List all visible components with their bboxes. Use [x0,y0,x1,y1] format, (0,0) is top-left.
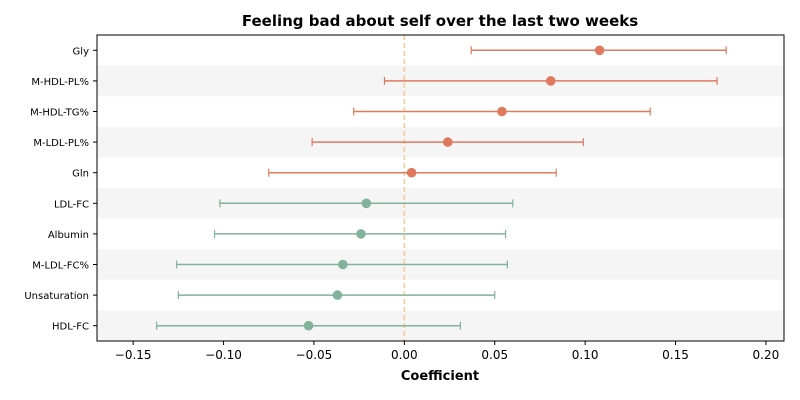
data-point [594,45,605,56]
x-tick-label: −0.05 [296,348,333,362]
y-tick-label: M-LDL-FC% [32,261,89,272]
data-point [497,106,507,117]
y-tick-label: M-HDL-TG% [30,108,89,119]
y-tick-label: M-LDL-PL% [33,138,89,149]
data-point [406,167,417,178]
x-tick-label: 0.20 [753,348,780,362]
x-tick-label: 0.15 [662,348,689,362]
data-point [332,290,343,300]
x-axis-label: Coefficient [401,369,479,384]
y-tick-label: HDL-FC [52,322,89,333]
data-point [356,229,366,239]
y-tick-label: M-HDL-PL% [31,77,89,88]
x-tick-label: −0.15 [115,348,152,362]
x-tick-label: 0.05 [481,348,508,362]
y-tick-label: Gly [73,46,90,57]
chart-title: Feeling bad about self over the last two… [242,12,638,30]
data-point [303,320,314,331]
data-point [442,137,453,147]
x-tick-label: 0.10 [572,348,599,362]
series-group [156,45,727,331]
y-tick-label: Albumin [48,230,89,241]
x-tick-label: 0.00 [391,348,418,362]
y-tick-label: Gln [72,169,89,180]
y-tick-label: Unsaturation [24,291,89,302]
x-tick-label: −0.10 [205,348,242,362]
data-point [545,76,556,86]
axes-group: Gly M-HDL-PL% M-HDL-TG% M-LDL-PL% Gln LDL-FC A… [24,34,785,362]
data-point [338,259,348,270]
data-point [361,198,372,209]
y-tick-label: LDL-FC [54,199,89,210]
plot-frame [96,34,785,342]
